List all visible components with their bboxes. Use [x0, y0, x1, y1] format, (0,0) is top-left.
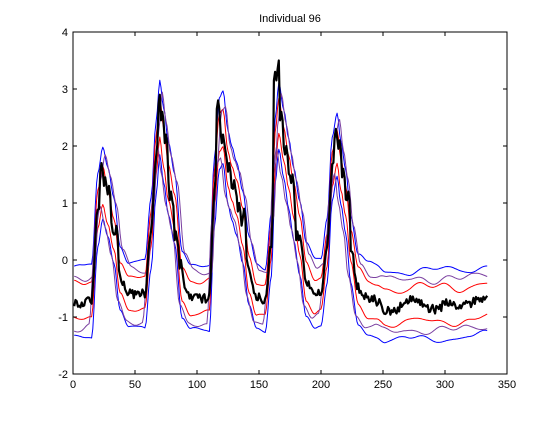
band-line-5	[74, 142, 488, 335]
x-tick-label: 250	[374, 379, 392, 391]
x-tick-label: 0	[70, 379, 76, 391]
x-tick-label: 200	[312, 379, 330, 391]
chart-title: Individual 96	[259, 13, 321, 25]
x-tick-label: 100	[188, 379, 206, 391]
x-tick-label: 150	[250, 379, 268, 391]
y-tick-label: 4	[62, 27, 68, 39]
x-tick-label: 50	[129, 379, 141, 391]
y-tick-label: 0	[62, 255, 68, 267]
series-layer	[73, 59, 489, 344]
band-line-2	[74, 132, 488, 328]
y-tick-label: 2	[62, 141, 68, 153]
observed-line	[73, 59, 489, 316]
ticks-layer: 0 50 100 150 200 250 300 350 -2 -1 0 1 2 3 4	[58, 27, 516, 391]
y-tick-label: -2	[58, 369, 68, 381]
band-line-0	[74, 79, 488, 276]
x-tick-label: 300	[436, 379, 454, 391]
y-tick-label: 1	[62, 198, 68, 210]
x-tick-label: 350	[498, 379, 516, 391]
y-tick-label: 3	[62, 84, 68, 96]
plot-area	[73, 32, 507, 374]
band-line-3	[74, 148, 488, 344]
y-tick-label: -1	[58, 312, 68, 324]
